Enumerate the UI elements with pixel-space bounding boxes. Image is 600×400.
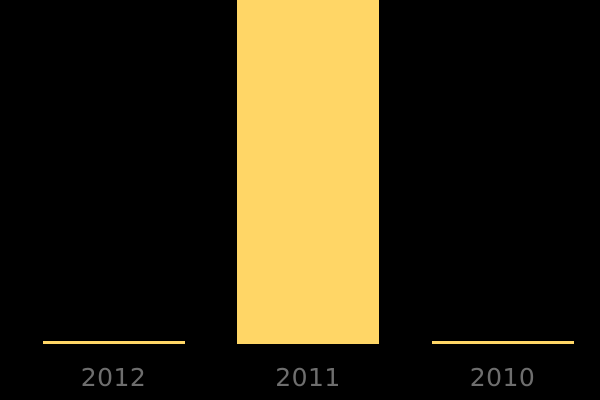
x-axis-label-2011: 2011 — [275, 363, 341, 392]
x-axis-label-2010: 2010 — [469, 363, 536, 392]
bar-2011[interactable] — [237, 0, 379, 344]
x-axis-label-2012: 2012 — [80, 363, 147, 392]
bar-2010[interactable] — [431, 341, 574, 344]
bar-2012[interactable] — [42, 341, 185, 344]
